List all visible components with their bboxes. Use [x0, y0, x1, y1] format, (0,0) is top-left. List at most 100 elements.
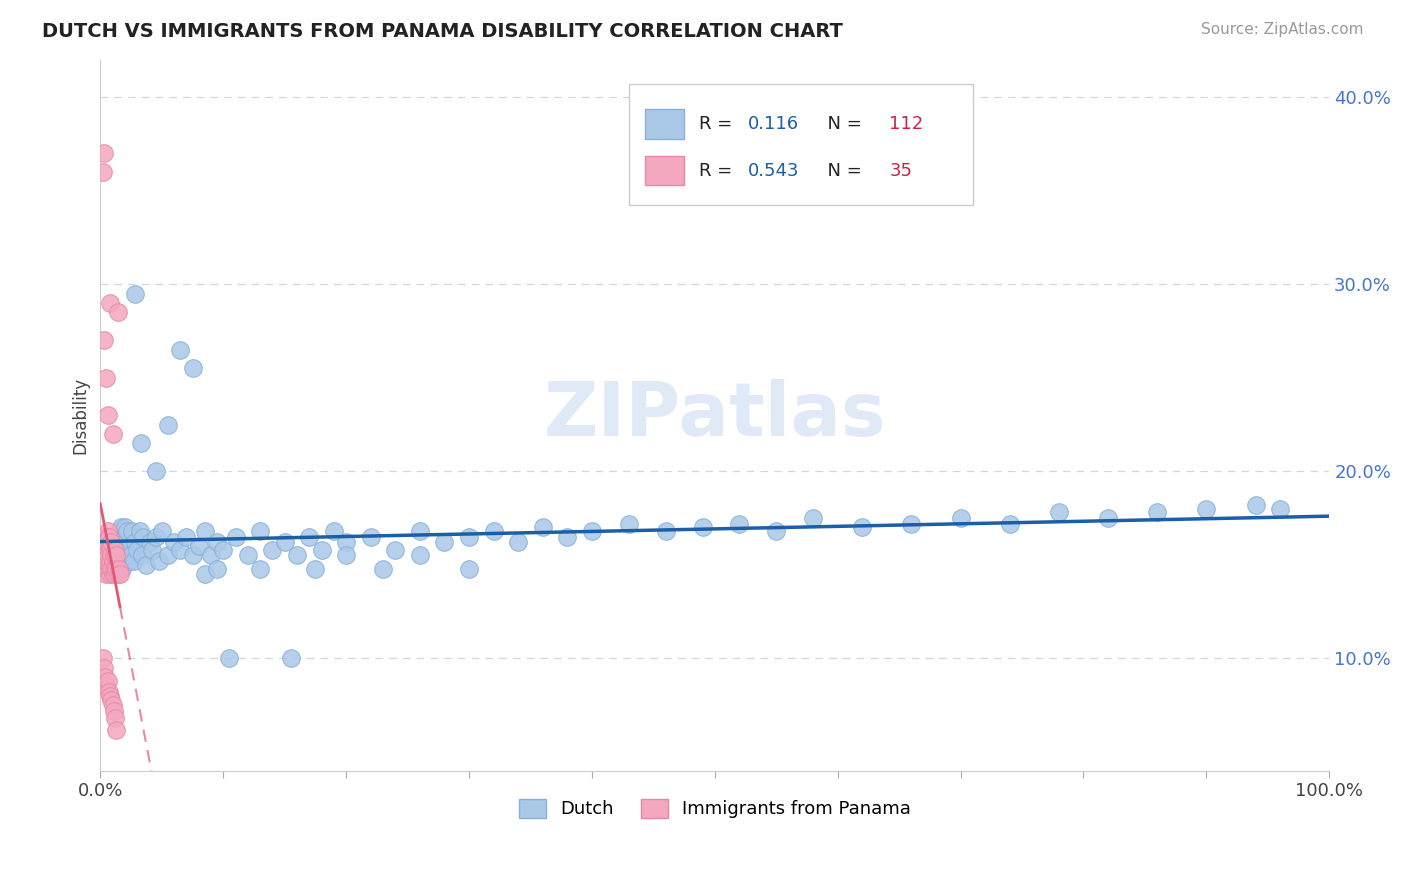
Point	[433, 535, 456, 549]
Point	[93, 661, 115, 675]
Point	[103, 554, 125, 568]
Point	[104, 567, 127, 582]
Point	[409, 549, 432, 563]
Point	[91, 651, 114, 665]
Point	[132, 530, 155, 544]
Point	[103, 704, 125, 718]
Point	[194, 524, 217, 538]
Point	[181, 361, 204, 376]
Point	[105, 558, 128, 572]
Point	[617, 516, 640, 531]
Point	[93, 146, 115, 161]
Point	[114, 535, 136, 549]
Point	[654, 524, 676, 538]
Point	[94, 561, 117, 575]
Point	[111, 561, 134, 575]
Point	[96, 370, 118, 384]
Point	[93, 333, 115, 347]
Point	[200, 549, 222, 563]
Point	[104, 542, 127, 557]
Point	[97, 561, 120, 575]
Point	[100, 542, 122, 557]
Point	[100, 558, 122, 572]
Point	[205, 561, 228, 575]
Point	[100, 692, 122, 706]
Point	[145, 464, 167, 478]
Point	[273, 535, 295, 549]
Point	[104, 711, 127, 725]
Point	[304, 561, 326, 575]
Point	[107, 567, 129, 582]
Point	[117, 554, 139, 568]
Point	[98, 296, 121, 310]
Point	[118, 539, 141, 553]
Point	[194, 567, 217, 582]
Point	[100, 561, 122, 575]
Point	[900, 516, 922, 531]
Point	[96, 567, 118, 582]
Point	[1195, 501, 1218, 516]
Point	[262, 542, 284, 557]
Point	[120, 549, 142, 563]
Point	[249, 524, 271, 538]
Point	[96, 554, 118, 568]
Point	[96, 680, 118, 694]
Point	[181, 549, 204, 563]
Point	[104, 549, 127, 563]
Point	[101, 567, 124, 582]
Point	[97, 524, 120, 538]
Point	[103, 535, 125, 549]
Point	[91, 561, 114, 575]
Point	[93, 530, 115, 544]
Point	[236, 549, 259, 563]
Point	[97, 408, 120, 422]
Text: N =: N =	[815, 115, 868, 133]
Point	[557, 530, 579, 544]
Point	[107, 524, 129, 538]
Y-axis label: Disability: Disability	[72, 376, 89, 454]
Point	[124, 286, 146, 301]
Point	[145, 530, 167, 544]
Point	[205, 535, 228, 549]
Point	[100, 535, 122, 549]
Point	[129, 436, 152, 450]
Point	[115, 542, 138, 557]
Point	[97, 542, 120, 557]
Point	[998, 516, 1021, 531]
Point	[108, 533, 131, 548]
Point	[98, 689, 121, 703]
Point	[141, 542, 163, 557]
Point	[104, 533, 127, 548]
Point	[169, 343, 191, 357]
Point	[508, 535, 530, 549]
Text: 0.543: 0.543	[748, 161, 800, 179]
Point	[110, 520, 132, 534]
Point	[322, 524, 344, 538]
Point	[93, 539, 115, 553]
Text: DUTCH VS IMMIGRANTS FROM PANAMA DISABILITY CORRELATION CHART: DUTCH VS IMMIGRANTS FROM PANAMA DISABILI…	[42, 22, 844, 41]
Point	[131, 549, 153, 563]
Point	[156, 549, 179, 563]
Point	[531, 520, 554, 534]
Text: N =: N =	[815, 161, 868, 179]
Point	[135, 558, 157, 572]
Point	[298, 530, 321, 544]
Point	[98, 549, 121, 563]
Point	[112, 549, 135, 563]
Point	[107, 561, 129, 575]
Point	[949, 511, 972, 525]
Point	[101, 549, 124, 563]
Point	[108, 567, 131, 582]
Point	[94, 549, 117, 563]
Point	[107, 305, 129, 319]
Point	[97, 673, 120, 688]
Point	[117, 549, 139, 563]
Point	[384, 542, 406, 557]
Point	[97, 530, 120, 544]
Point	[114, 520, 136, 534]
Point	[128, 524, 150, 538]
Point	[110, 554, 132, 568]
Point	[105, 539, 128, 553]
Point	[851, 520, 873, 534]
Point	[458, 530, 481, 544]
